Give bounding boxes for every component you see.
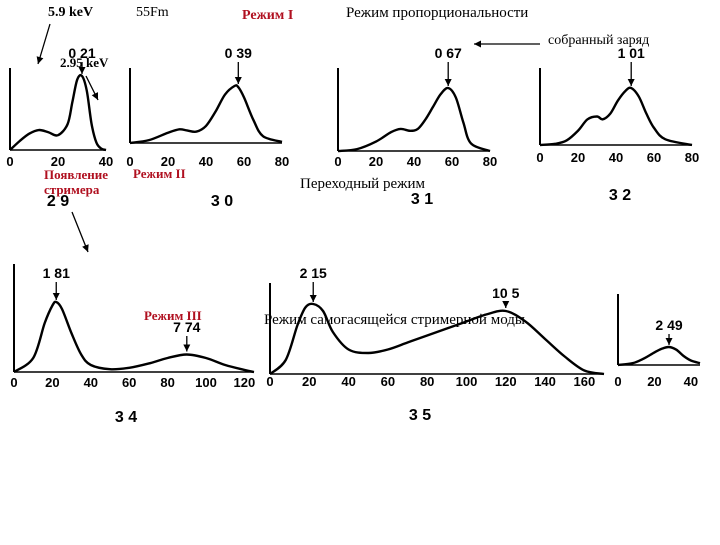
figure-number: 3 1 (411, 191, 433, 208)
x-tick-label: 60 (445, 154, 459, 169)
figure-number: 3 4 (115, 409, 137, 426)
x-tick-label: 0 (266, 374, 273, 389)
x-tick-label: 40 (684, 374, 698, 389)
streamer-onset-label-2: стримера (44, 182, 100, 197)
collected-charge-arrow-head (474, 40, 481, 48)
figure-number: 2 9 (47, 193, 69, 210)
x-tick-label: 0 (10, 375, 17, 390)
x-tick-label: 20 (51, 154, 65, 169)
spectrum-curve-6 (617, 345, 701, 367)
x-tick-label: 40 (84, 375, 98, 390)
x-tick-label: 160 (574, 374, 596, 389)
peak-label: 2 15 (300, 265, 327, 281)
mode-2-label: Режим II (133, 166, 186, 181)
x-tick-label: 20 (571, 150, 585, 165)
streamer-onset-label-1: Появление (44, 167, 109, 182)
x-tick-label: 0 (6, 154, 13, 169)
peak-label: 0 21 (68, 45, 95, 61)
second-peak-label: 7 74 (173, 319, 200, 335)
transition-mode-label: Переходный режим (300, 176, 426, 192)
peak-label: 0 39 (225, 45, 252, 61)
x-tick-label: 80 (420, 374, 434, 389)
peak-arrow-6-head (665, 338, 673, 345)
proportional-mode-label: Режим пропорциональности (346, 5, 529, 21)
x-tick-label: 0 (334, 154, 341, 169)
x-tick-label: 80 (275, 154, 289, 169)
second-peak-arrow-4-head (183, 344, 191, 352)
streamer-onset-arrow-head (82, 244, 89, 252)
mode-3-label: Режим III (144, 308, 202, 323)
x-tick-label: 100 (456, 374, 478, 389)
self-quenching-mode-label: Режим самогасящейся стримерной моды (264, 312, 525, 328)
energy-escape-arrow-head (91, 92, 98, 100)
x-tick-label: 20 (161, 154, 175, 169)
second-peak-label: 10 5 (492, 285, 519, 301)
peak-arrow-1-head (234, 77, 242, 84)
x-tick-label: 120 (495, 374, 517, 389)
figure-number: 3 5 (409, 407, 431, 424)
peak-label: 0 67 (435, 45, 462, 61)
x-tick-label: 140 (534, 374, 556, 389)
x-tick-label: 100 (195, 375, 217, 390)
x-tick-label: 40 (341, 374, 355, 389)
x-tick-label: 80 (160, 375, 174, 390)
second-peak-arrow-5-head (502, 301, 510, 308)
collected-charge-label: собранный заряд (548, 33, 650, 48)
spectrum-curve-5 (269, 302, 605, 376)
x-tick-label: 20 (45, 375, 59, 390)
peak-label: 1 01 (618, 45, 645, 61)
x-tick-label: 40 (99, 154, 113, 169)
energy-main-label: 5.9 keV (48, 5, 94, 20)
source-label: 55Fm (136, 5, 169, 20)
figure-number: 3 0 (211, 193, 233, 210)
x-tick-label: 40 (609, 150, 623, 165)
x-tick-label: 60 (381, 374, 395, 389)
mode-1-label: Режим I (242, 8, 294, 23)
peak-arrow-3-head (627, 79, 635, 86)
x-tick-label: 20 (369, 154, 383, 169)
x-tick-label: 0 (126, 154, 133, 169)
energy-escape-label: 2.95 keV (60, 55, 109, 70)
peak-label: 1 81 (43, 265, 70, 281)
peak-arrow-4-head (52, 293, 60, 300)
x-tick-label: 0 (614, 374, 621, 389)
x-tick-label: 120 (234, 375, 256, 390)
x-tick-label: 80 (483, 154, 497, 169)
spectrum-curve-0 (9, 73, 107, 152)
peak-arrow-0-head (78, 67, 86, 74)
x-tick-label: 40 (199, 154, 213, 169)
x-tick-label: 60 (237, 154, 251, 169)
x-tick-label: 20 (647, 374, 661, 389)
spectrum-curve-1 (129, 84, 283, 145)
x-tick-label: 40 (407, 154, 421, 169)
figure-number: 3 2 (609, 187, 631, 204)
x-tick-label: 60 (122, 375, 136, 390)
spectrum-curve-2 (337, 86, 491, 153)
x-tick-label: 60 (647, 150, 661, 165)
energy-main-arrow-head (36, 56, 44, 64)
peak-arrow-2-head (444, 79, 452, 86)
spectrum-curve-3 (539, 86, 693, 147)
peak-label: 2 49 (655, 317, 682, 333)
spectrum-curve-4 (13, 300, 255, 374)
x-tick-label: 0 (536, 150, 543, 165)
streamer-onset-arrow (71, 211, 89, 253)
x-tick-label: 20 (302, 374, 316, 389)
x-tick-label: 80 (685, 150, 699, 165)
peak-arrow-5-head (309, 295, 317, 302)
